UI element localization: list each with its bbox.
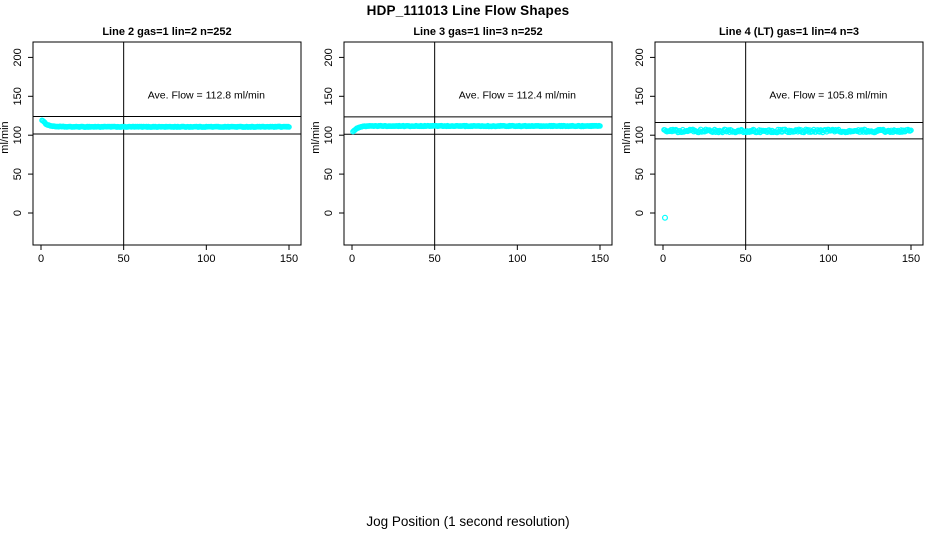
y-tick-label: 200 xyxy=(323,48,335,66)
x-tick-label: 100 xyxy=(508,253,526,265)
y-tick-label: 200 xyxy=(634,48,646,66)
x-tick-label: 0 xyxy=(349,253,355,265)
x-tick-label: 50 xyxy=(118,253,130,265)
x-tick-label: 50 xyxy=(740,253,752,265)
y-tick-label: 150 xyxy=(634,87,646,105)
y-tick-label: 200 xyxy=(12,48,24,66)
y-axis-label: ml/min xyxy=(310,121,322,153)
y-tick-label: 50 xyxy=(12,168,24,180)
x-tick-label: 150 xyxy=(591,253,609,265)
y-tick-label: 100 xyxy=(323,126,335,144)
panel-box xyxy=(343,41,613,246)
y-tick-label: 100 xyxy=(634,126,646,144)
y-tick-label: 150 xyxy=(12,87,24,105)
data-point xyxy=(286,124,292,130)
ave-flow-annotation: Ave. Flow = 105.8 ml/min xyxy=(769,89,887,101)
panel-title-line2: Line 2 gas=1 lin=2 n=252 xyxy=(102,26,232,38)
panel-title-line4: Line 4 (LT) gas=1 lin=4 n=3 xyxy=(718,26,860,38)
data-point xyxy=(908,127,914,134)
y-axis-label: ml/min xyxy=(621,121,633,153)
chart-title: HDP_111013 Line Flow Shapes xyxy=(366,3,570,18)
x-tick-label: 0 xyxy=(660,253,666,265)
y-tick-label: 0 xyxy=(12,210,24,216)
y-tick-label: 0 xyxy=(634,210,646,216)
y-tick-label: 150 xyxy=(323,87,335,105)
y-tick-label: 50 xyxy=(323,168,335,180)
y-tick-label: 0 xyxy=(323,210,335,216)
x-axis-title: Jog Position (1 second resolution) xyxy=(366,514,570,529)
outlier-point xyxy=(661,214,668,221)
x-tick-label: 50 xyxy=(429,253,441,265)
ave-flow-annotation: Ave. Flow = 112.4 ml/min xyxy=(459,89,576,101)
data-point xyxy=(597,123,603,129)
x-tick-label: 0 xyxy=(38,253,44,265)
x-tick-label: 150 xyxy=(280,253,298,265)
scatter-points xyxy=(661,126,914,221)
scatter-points xyxy=(350,122,603,135)
y-tick-label: 100 xyxy=(12,126,24,144)
panel-box xyxy=(32,41,302,246)
x-tick-label: 100 xyxy=(819,253,837,265)
panel-title-line3: Line 3 gas=1 lin=3 n=252 xyxy=(413,26,543,38)
x-tick-label: 100 xyxy=(197,253,215,265)
y-tick-label: 50 xyxy=(634,168,646,180)
scatter-points xyxy=(39,117,292,130)
panel-box xyxy=(654,41,924,246)
y-axis-label: ml/min xyxy=(0,121,11,153)
ave-flow-annotation: Ave. Flow = 112.8 ml/min xyxy=(148,89,265,101)
x-tick-label: 150 xyxy=(902,253,920,265)
